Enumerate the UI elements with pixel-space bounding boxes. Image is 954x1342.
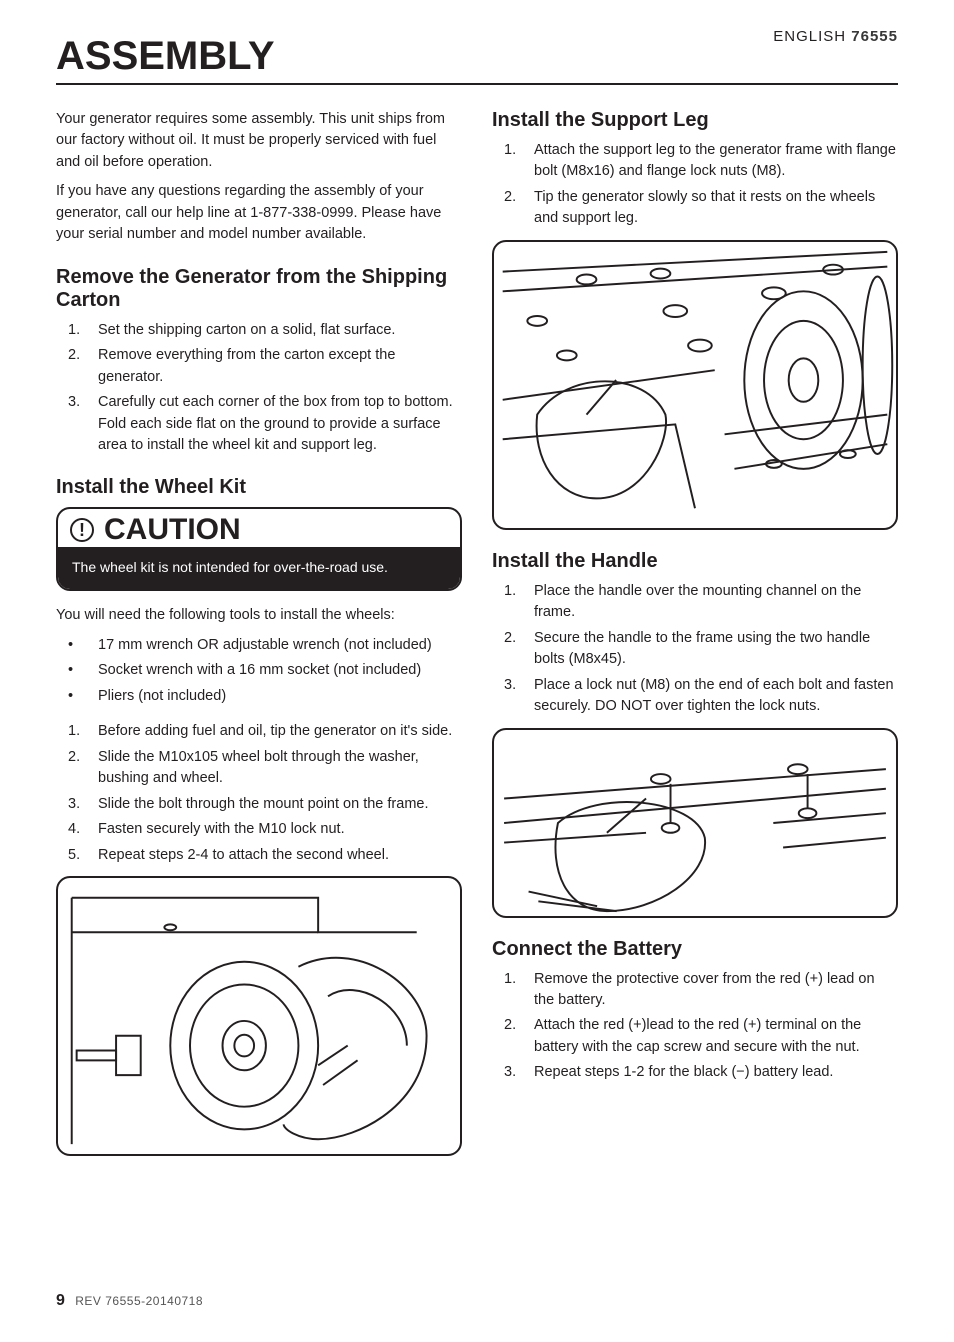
steps-wheel: Before adding fuel and oil, tip the gene… [56, 721, 462, 866]
list-item: Socket wrench with a 16 mm socket (not i… [56, 660, 462, 681]
heading-support: Install the Support Leg [492, 109, 898, 132]
intro-p1: Your generator requires some assembly. T… [56, 109, 462, 173]
caution-label: CAUTION [104, 513, 241, 547]
list-item: 17 mm wrench OR adjustable wrench (not i… [56, 635, 462, 656]
steps-battery: Remove the protective cover from the red… [492, 969, 898, 1084]
list-item: Secure the handle to the frame using the… [492, 628, 898, 671]
header-language-model: ENGLISH 76555 [773, 28, 898, 45]
list-item: Repeat steps 2-4 to attach the second wh… [56, 845, 462, 866]
list-item: Slide the M10x105 wheel bolt through the… [56, 747, 462, 790]
heading-battery: Connect the Battery [492, 938, 898, 961]
right-column: Install the Support Leg Attach the suppo… [492, 109, 898, 1160]
list-item: Slide the bolt through the mount point o… [56, 794, 462, 815]
footer-rev: REV 76555-20140718 [75, 1294, 203, 1308]
figure-support-leg [492, 240, 898, 530]
caution-body: The wheel kit is not intended for over-t… [58, 547, 460, 589]
list-item: Set the shipping carton on a solid, flat… [56, 320, 462, 341]
caution-head: ! CAUTION [58, 509, 460, 547]
wheel-diagram-icon [58, 878, 460, 1154]
list-item: Attach the red (+)lead to the red (+) te… [492, 1015, 898, 1058]
list-item: Attach the support leg to the generator … [492, 140, 898, 183]
list-item: Fasten securely with the M10 lock nut. [56, 819, 462, 840]
page-number: 9 [56, 1292, 65, 1309]
steps-handle: Place the handle over the mounting chann… [492, 581, 898, 718]
caution-box: ! CAUTION The wheel kit is not intended … [56, 507, 462, 591]
intro-p2: If you have any questions regarding the … [56, 181, 462, 245]
list-item: Remove everything from the carton except… [56, 345, 462, 388]
list-item: Pliers (not included) [56, 686, 462, 707]
header-model: 76555 [851, 28, 898, 45]
list-item: Repeat steps 1-2 for the black (−) batte… [492, 1062, 898, 1083]
left-column: Your generator requires some assembly. T… [56, 109, 462, 1160]
heading-handle: Install the Handle [492, 550, 898, 573]
figure-handle [492, 728, 898, 918]
list-item: Before adding fuel and oil, tip the gene… [56, 721, 462, 742]
exclamation-icon: ! [70, 518, 94, 542]
title-rule [56, 83, 898, 85]
tools-intro: You will need the following tools to ins… [56, 605, 462, 626]
page-title: ASSEMBLY [56, 34, 898, 79]
list-item: Place the handle over the mounting chann… [492, 581, 898, 624]
header-lang: ENGLISH [773, 28, 846, 45]
content-columns: Your generator requires some assembly. T… [56, 109, 898, 1160]
list-item: Carefully cut each corner of the box fro… [56, 392, 462, 456]
tools-list: 17 mm wrench OR adjustable wrench (not i… [56, 635, 462, 707]
heading-wheel: Install the Wheel Kit [56, 476, 462, 499]
heading-remove: Remove the Generator from the Shipping C… [56, 266, 462, 312]
footer: 9 REV 76555-20140718 [56, 1292, 203, 1310]
list-item: Tip the generator slowly so that it rest… [492, 187, 898, 230]
list-item: Place a lock nut (M8) on the end of each… [492, 675, 898, 718]
list-item: Remove the protective cover from the red… [492, 969, 898, 1012]
handle-diagram-icon [494, 730, 896, 916]
steps-support: Attach the support leg to the generator … [492, 140, 898, 230]
steps-remove: Set the shipping carton on a solid, flat… [56, 320, 462, 457]
support-leg-diagram-icon [494, 242, 896, 528]
figure-wheel-install [56, 876, 462, 1156]
